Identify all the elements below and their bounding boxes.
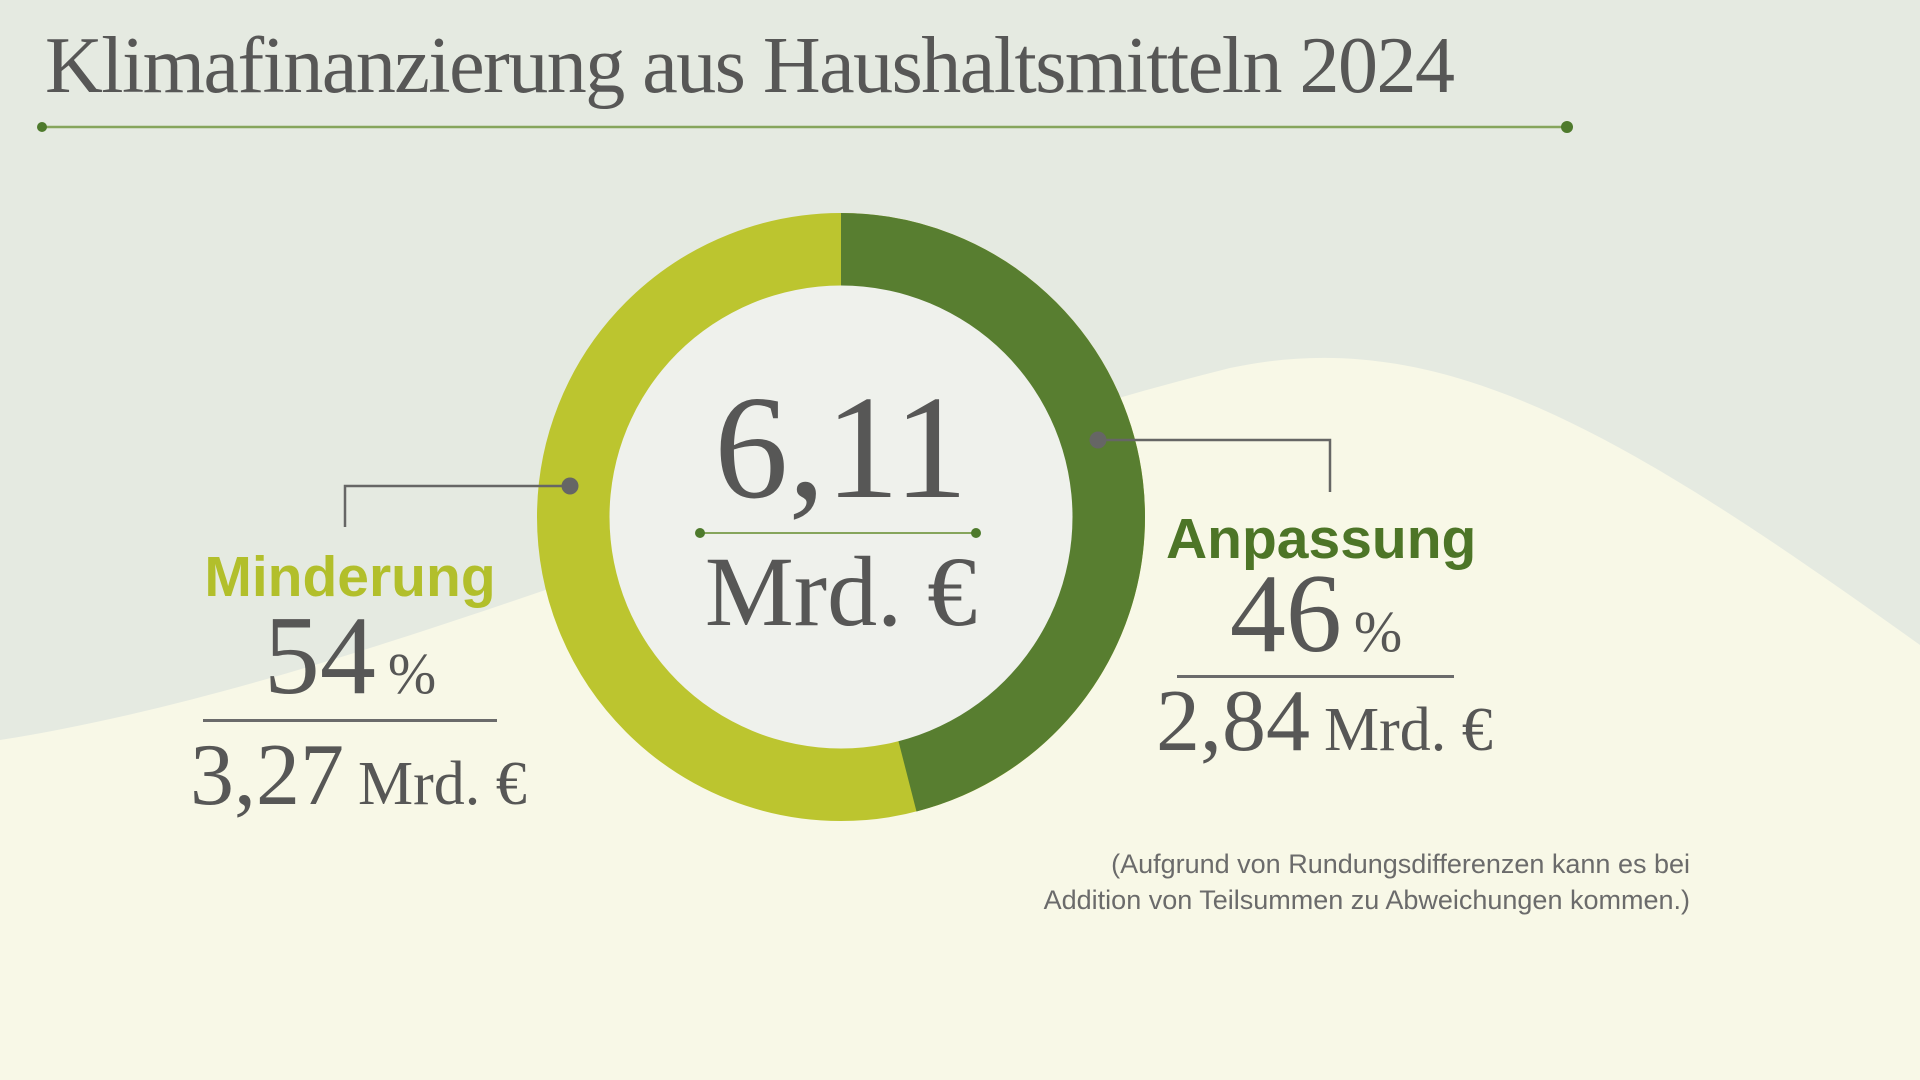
minderung-percent-sign: % [387,641,437,706]
center-divider [695,528,981,538]
underline-left-dot [37,122,47,132]
anpassung-amount-value: 2,84 [1156,673,1310,770]
anpassung-percent-value: 46 [1229,552,1342,676]
total-value: 6,11 [714,366,968,530]
minderung-percent-value: 54 [263,594,376,718]
minderung-amount-value: 3,27 [190,727,344,824]
footnote-line-2: Addition von Teilsummen zu Abweichungen … [1043,885,1690,915]
anpassung-percent: 46% [1166,558,1466,670]
minderung-divider-rule [203,719,497,722]
anpassung-percent-sign: % [1353,599,1403,664]
page-title: Klimafinanzierung aus Haushaltsmitteln 2… [45,22,1455,110]
minderung-label: Minderung [204,545,496,609]
title-underline [37,121,1573,133]
anpassung-amount-unit: Mrd. € [1324,696,1493,764]
donut-segment-anpassung [537,213,1145,821]
anpassung-divider-rule [1177,675,1454,678]
anpassung-amount: 2,84 Mrd. € [1156,678,1493,766]
donut-inner-circle [609,285,1073,749]
underline-right-dot [1561,121,1573,133]
footnote: (Aufgrund von Rundungsdifferenzen kann e… [930,846,1690,918]
anpassung-label: Anpassung [1166,507,1477,571]
minderung-percent: 54% [200,600,500,712]
donut-chart [537,213,1145,821]
total-unit: Mrd. € [704,536,978,647]
minderung-amount-unit: Mrd. € [358,750,527,818]
footnote-line-1: (Aufgrund von Rundungsdifferenzen kann e… [1111,849,1690,879]
minderung-amount: 3,27 Mrd. € [190,732,527,820]
